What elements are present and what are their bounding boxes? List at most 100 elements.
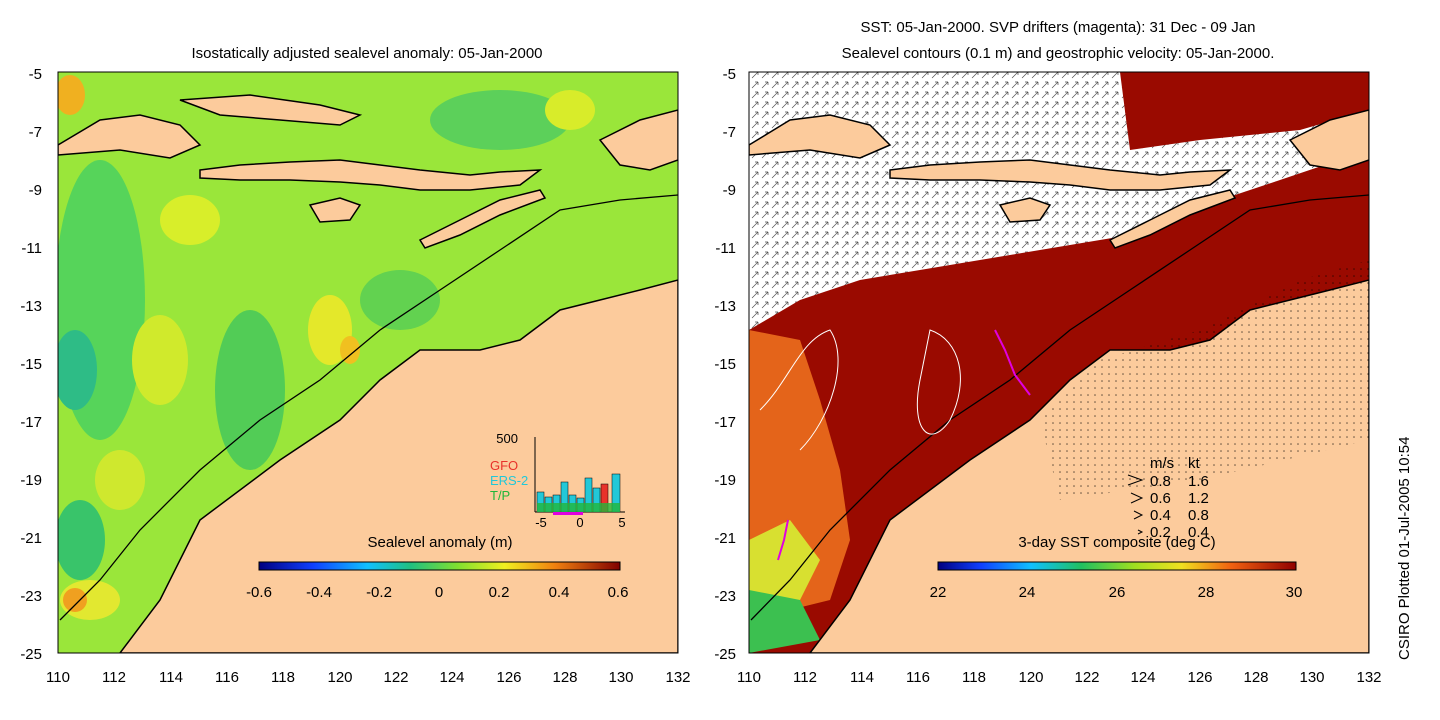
x-tick: 118 (271, 669, 295, 686)
sla-tick: 0.4 (549, 584, 570, 601)
x-tick: 114 (850, 669, 874, 686)
x-tick: 114 (159, 669, 183, 686)
arrow-icon (1137, 529, 1144, 535)
x-tick: 116 (215, 669, 239, 686)
australia-land (119, 279, 678, 653)
sla-tick: 0 (435, 584, 443, 601)
x-tick: 130 (1299, 669, 1324, 686)
banda-islands-right (1288, 109, 1369, 171)
plotted-timestamp: CSIRO Plotted 01-Jul-2005 10:54 (1396, 436, 1413, 660)
sst-tick: 22 (930, 584, 947, 601)
right-y-axis: -5 -7 -9 -11 -13 -15 -17 -19 -21 -23 -25 (714, 66, 736, 663)
x-tick: 128 (552, 669, 577, 686)
sst-tick: 26 (1109, 584, 1126, 601)
histogram-xtick: -5 (535, 515, 547, 530)
y-tick: -19 (714, 472, 736, 489)
y-tick: -17 (20, 414, 42, 431)
left-y-axis: -5 -7 -9 -11 -13 -15 -17 -19 -21 -23 -25 (20, 66, 42, 663)
svp-drifter-track (994, 329, 1031, 396)
x-tick: 120 (327, 669, 352, 686)
legend-tp: T/P (490, 488, 510, 503)
velocity-ms: 0.4 (1150, 507, 1171, 524)
sst-tick: 24 (1019, 584, 1036, 601)
velocity-ms: 0.2 (1150, 524, 1171, 541)
x-tick: 116 (906, 669, 930, 686)
timor-land-right (1108, 189, 1237, 249)
sumba-land (308, 197, 362, 223)
flores-islands (179, 94, 363, 126)
y-tick: -25 (20, 646, 42, 663)
sst-yellow-southwest (749, 520, 820, 610)
sst-red-north (1120, 72, 1369, 150)
velocity-header-ms: m/s (1150, 455, 1174, 472)
legend-ers2: ERS-2 (490, 473, 528, 488)
y-tick: -13 (714, 298, 736, 315)
x-tick: 126 (496, 669, 521, 686)
sla-tick: -0.4 (306, 584, 332, 601)
sla-tick: 0.2 (489, 584, 510, 601)
y-tick: -13 (20, 298, 42, 315)
sla-tick: -0.6 (246, 584, 272, 601)
right-x-axis: 110 112 114 116 118 120 122 124 126 128 … (737, 669, 1381, 686)
sst-tick: 30 (1286, 584, 1303, 601)
histogram-xtick: 5 (618, 515, 625, 530)
y-tick: -7 (723, 124, 736, 141)
x-tick: 112 (793, 669, 817, 686)
arrow-icon (1130, 492, 1144, 504)
histogram-ymax: 500 (496, 431, 518, 446)
velocity-ms: 0.8 (1150, 473, 1171, 490)
nusa-tenggara-land-right (889, 159, 1233, 191)
velocity-kt: 1.2 (1188, 490, 1209, 507)
histogram-xtick: 0 (576, 515, 583, 530)
x-tick: 132 (1356, 669, 1381, 686)
y-tick: -5 (29, 66, 42, 83)
velocity-ms: 0.6 (1150, 490, 1171, 507)
x-tick: 120 (1018, 669, 1043, 686)
banda-islands (598, 109, 678, 171)
x-tick: 110 (46, 669, 70, 686)
bathymetry-contour-right (750, 194, 1369, 621)
y-tick: -11 (21, 240, 42, 257)
sumba-land-right (998, 197, 1052, 223)
right-panel-title-2: Sealevel contours (0.1 m) and geostrophi… (842, 45, 1275, 62)
left-x-axis: 110 112 114 116 118 120 122 124 126 128 … (46, 669, 690, 686)
right-map-frame (748, 71, 1370, 654)
left-panel-title: Isostatically adjusted sealevel anomaly:… (191, 45, 542, 62)
y-tick: -23 (714, 588, 736, 605)
y-tick: -15 (20, 356, 42, 373)
velocity-header-kt: kt (1188, 455, 1201, 472)
right-map (749, 72, 1369, 653)
y-tick: -19 (20, 472, 42, 489)
velocity-kt: 0.4 (1188, 524, 1209, 541)
x-tick: 130 (608, 669, 633, 686)
y-tick: -23 (20, 588, 42, 605)
y-tick: -5 (723, 66, 736, 83)
x-tick: 128 (1243, 669, 1268, 686)
y-tick: -25 (714, 646, 736, 663)
sealevel-contour (759, 329, 839, 451)
sst-green-southwest (749, 590, 820, 653)
sla-tick: -0.2 (366, 584, 392, 601)
y-tick: -21 (714, 530, 736, 547)
svp-drifter-track (777, 519, 789, 561)
velocity-legend: m/s kt 0.8 1.6 0.6 1.2 0.4 0.8 0.2 0.4 (1127, 455, 1209, 541)
y-tick: -15 (714, 356, 736, 373)
y-tick: -17 (714, 414, 736, 431)
sealevel-contour (916, 329, 961, 435)
x-tick: 110 (737, 669, 761, 686)
x-tick: 126 (1187, 669, 1212, 686)
sst-tick: 28 (1198, 584, 1215, 601)
sst-colorbar-label: 3-day SST composite (deg C) (1018, 534, 1215, 551)
arrow-icon (1133, 510, 1144, 520)
sst-colorbar: 3-day SST composite (deg C) 22 24 26 28 … (930, 534, 1303, 601)
legend-gfo: GFO (490, 458, 518, 473)
x-tick: 118 (962, 669, 986, 686)
histogram-inset: 500 GFO ERS-2 T/P -5 0 5 (490, 431, 626, 530)
velocity-kt: 0.8 (1188, 507, 1209, 524)
right-panel-title-1: SST: 05-Jan-2000. SVP drifters (magenta)… (861, 19, 1256, 36)
arrow-icon (1127, 474, 1144, 486)
sla-colorbar: Sealevel anomaly (m) -0.6 -0.4 -0.2 0 0.… (246, 534, 628, 601)
java-land-right (749, 114, 892, 159)
y-tick: -7 (29, 124, 42, 141)
